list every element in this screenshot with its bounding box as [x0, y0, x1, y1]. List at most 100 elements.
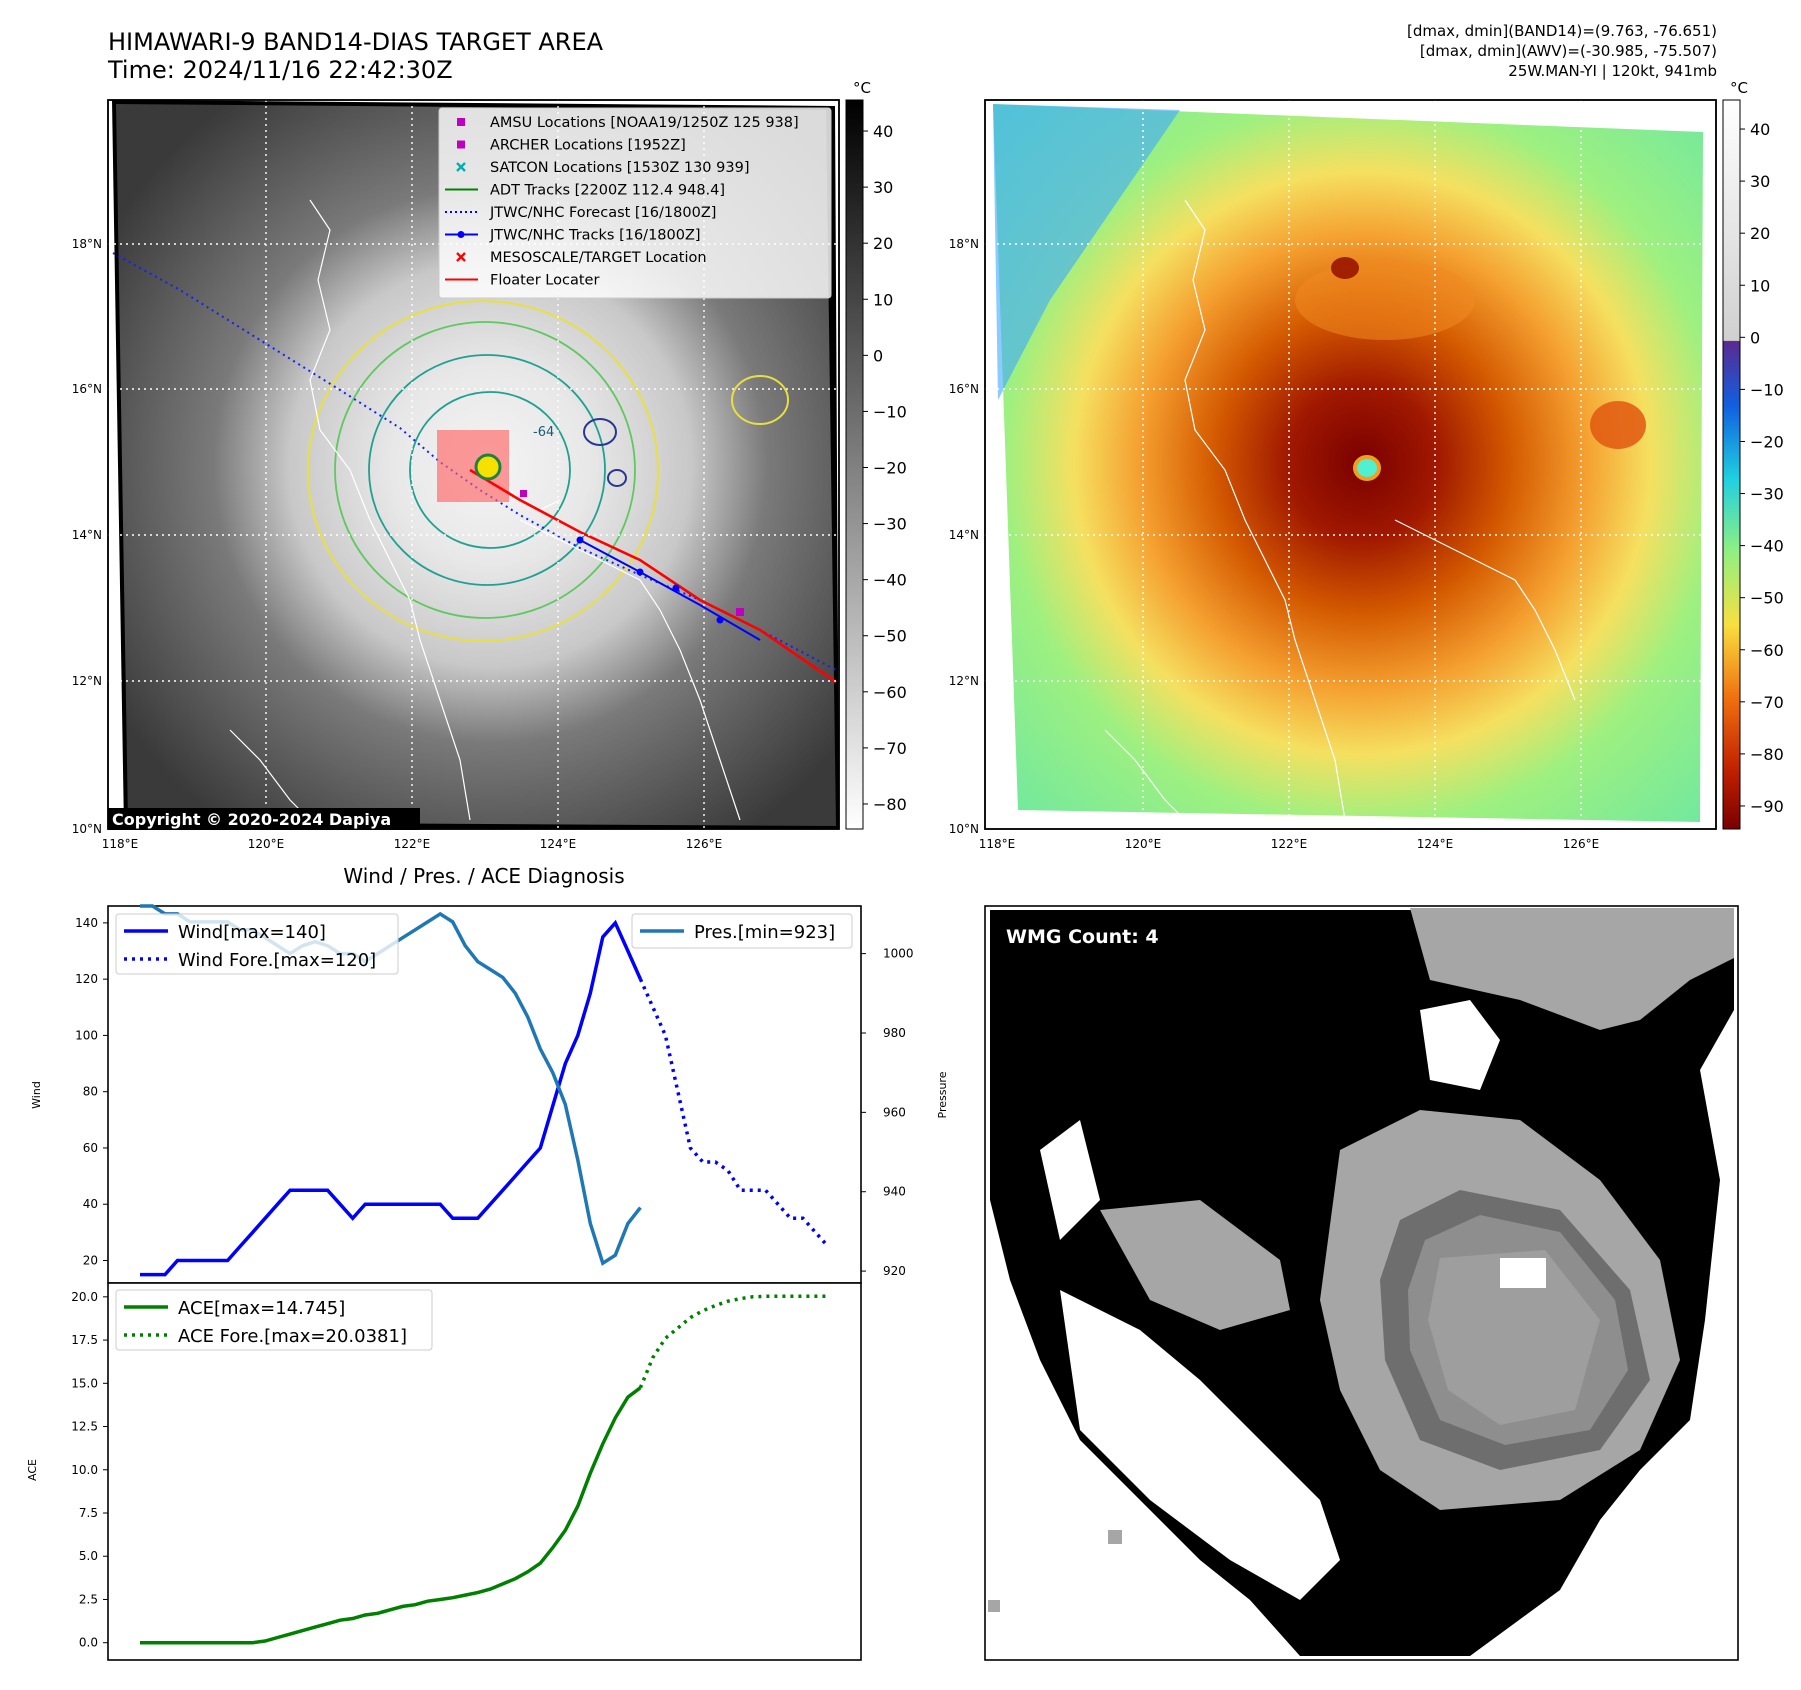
awv-eye	[1353, 455, 1381, 481]
colorbar-tick-label: −20	[1750, 432, 1784, 451]
lat-tick-label: 14°N	[949, 528, 979, 542]
lon-tick-label: 120°E	[248, 837, 285, 851]
contour-navy	[583, 418, 627, 487]
pressure-axis-label: Pressure	[936, 1071, 949, 1118]
wind-tick-label: 60	[83, 1141, 98, 1155]
lon-tick-label: 118°E	[979, 837, 1016, 851]
map2-gridlines	[985, 100, 1716, 829]
colorbar-tick-label: −70	[873, 739, 907, 758]
contour-label: -64	[533, 425, 554, 440]
colorbar-tick-label: 0	[873, 346, 883, 365]
ace-tick-label: 20.0	[71, 1290, 98, 1304]
map1-gridlines	[108, 100, 839, 829]
info-line3: 25W.MAN-YI | 120kt, 941mb	[1508, 62, 1717, 80]
ace-axis-label: ACE	[26, 1459, 39, 1481]
colorbar-tick-label: −10	[873, 402, 907, 421]
colorbar-tick-label: 20	[1750, 224, 1770, 243]
wind-tick-label: 80	[83, 1085, 98, 1099]
archer-marker	[520, 490, 527, 497]
colorbar-tick-label: 20	[873, 234, 893, 253]
legend-label: Floater Locater	[490, 273, 599, 289]
wind-pressure-chart: Wind / Pres. / ACE Diagnosis 20 40 60 80 100…	[30, 864, 949, 1284]
wmg-label-bg	[998, 920, 1180, 952]
figure-title-line2: Time: 2024/11/16 22:42:30Z	[108, 56, 453, 84]
pressure-tick-label: 940	[883, 1185, 906, 1199]
ace-tick-label: 7.5	[79, 1506, 98, 1520]
wmg-eye	[1500, 1258, 1546, 1288]
floater-track	[469, 468, 837, 684]
colorbar-tick-label: −80	[1750, 745, 1784, 764]
ace-chart: 0.0 2.5 5.0 7.5 10.0 12.5 15.0 17.5 20.0 ACE ACE…	[26, 1282, 862, 1661]
legend-swatch	[445, 231, 478, 238]
ace-tick-label: 10.0	[71, 1463, 98, 1477]
ace-tick-label: 12.5	[71, 1420, 98, 1434]
colorbar-tick-label: −30	[1750, 485, 1784, 504]
amsu-marker	[736, 608, 744, 616]
wmg-inner	[1428, 1250, 1600, 1425]
pressure-tick-label: 1000	[883, 947, 914, 961]
wind-tick-label: 20	[83, 1253, 98, 1267]
ace-line	[140, 1386, 642, 1645]
cb1-unit: °C	[853, 79, 871, 97]
contour-yellow	[307, 300, 789, 642]
lon-tick-label: 118°E	[102, 837, 139, 851]
colorbar-ir: °C 40 30 20 10 0 −10 −20 −30 −40 −50 −60 −70 −80	[845, 79, 907, 830]
wmg-gray-left	[1100, 1200, 1290, 1330]
lat-tick-label: 12°N	[949, 674, 979, 688]
wmg-white-patch-2	[1420, 1000, 1500, 1090]
chart-title: Wind / Pres. / ACE Diagnosis	[343, 864, 624, 888]
wind-legend: Wind[max=140] Wind Fore.[max=120]	[115, 913, 399, 975]
ace-tick-label: 2.5	[79, 1592, 98, 1606]
figure-title-line1: HIMAWARI-9 BAND14-DIAS TARGET AREA	[108, 28, 604, 56]
lon-tick-label: 124°E	[540, 837, 577, 851]
colorbar-tick-label: −90	[1750, 797, 1784, 816]
legend-label: MESOSCALE/TARGET Location	[490, 250, 707, 266]
lat-tick-label: 10°N	[949, 822, 979, 836]
pressure-tick-label: 960	[883, 1105, 906, 1119]
map1-legend: AMSU Locations [NOAA19/1250Z 125 938] ARC…	[438, 107, 832, 299]
contour-teal	[368, 354, 606, 586]
colorbar-tick-label: 30	[873, 178, 893, 197]
wmg-count-label: WMG Count: 4	[1006, 926, 1159, 948]
wind-line	[140, 919, 642, 1277]
colorbar-tick-label: 0	[1750, 328, 1760, 347]
lon-tick-label: 120°E	[1125, 837, 1162, 851]
legend-label: ARCHER Locations [1952Z]	[490, 138, 686, 154]
colorbar-tick-label: −50	[1750, 589, 1784, 608]
colorbar-tick-label: 10	[873, 290, 893, 309]
legend-ace-fore-label: ACE Fore.[max=20.0381]	[178, 1326, 407, 1347]
lat-tick-label: 12°N	[72, 674, 102, 688]
map1-lon-ticks: 118°E 120°E 122°E 124°E 126°E	[102, 837, 723, 851]
colorbar-awv: °C 40 30 20 10 0 −10 −20 −30 −40 −50 −60 −70 −80 −90	[1722, 79, 1784, 830]
cb2-unit: °C	[1730, 79, 1748, 97]
wind-tick-label: 120	[75, 972, 98, 986]
wmg-white-band	[1060, 1290, 1340, 1600]
colorbar-tick-label: 30	[1750, 172, 1770, 191]
legend-swatch	[457, 118, 465, 126]
legend-label: JTWC/NHC Forecast [16/1800Z]	[489, 205, 716, 221]
legend-wind-fore-label: Wind Fore.[max=120]	[178, 950, 376, 971]
colorbar-tick-label: 40	[1750, 120, 1770, 139]
wind-axis-label: Wind	[30, 1081, 43, 1109]
ace-tick-label: 15.0	[71, 1376, 98, 1390]
colorbar-tick-label: 40	[873, 122, 893, 141]
lat-tick-label: 18°N	[949, 237, 979, 251]
wind-tick-label: 140	[75, 916, 98, 930]
map2-lon-ticks: 118°E 120°E 122°E 124°E 126°E	[979, 837, 1600, 851]
legend-wind-label: Wind[max=140]	[178, 922, 326, 943]
storm-eye	[474, 453, 502, 481]
ace-legend: ACE[max=14.745] ACE Fore.[max=20.0381]	[115, 1289, 433, 1351]
colorbar-tick-label: −10	[1750, 380, 1784, 399]
legend-label: JTWC/NHC Tracks [16/1800Z]	[489, 228, 701, 244]
lat-tick-label: 16°N	[949, 382, 979, 396]
lat-tick-label: 16°N	[72, 382, 102, 396]
lon-tick-label: 126°E	[686, 837, 723, 851]
colorbar-tick-label: −20	[873, 459, 907, 478]
wind-forecast-line	[638, 978, 830, 1248]
legend-swatch	[456, 252, 466, 262]
legend-label: ADT Tracks [2200Z 112.4 948.4]	[490, 183, 725, 199]
info-line2: [dmax, dmin](AWV)=(-30.985, -75.507)	[1419, 42, 1717, 60]
legend-label: AMSU Locations [NOAA19/1250Z 125 938]	[490, 115, 799, 131]
contour-green	[334, 321, 636, 619]
